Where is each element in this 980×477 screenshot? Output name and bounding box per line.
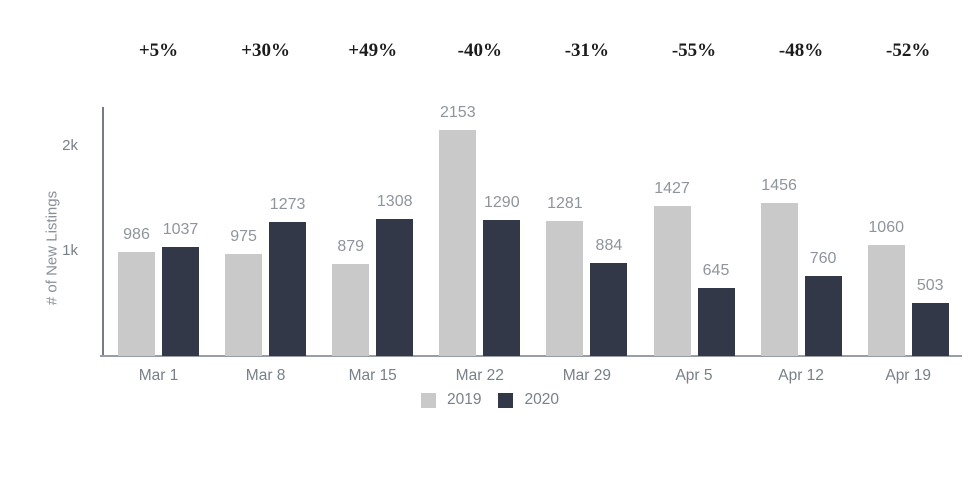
legend-swatch-2020 [498,392,514,408]
bar-value-label: 975 [230,228,257,245]
bar-value-label: 1281 [547,195,583,212]
bar-2020 [697,288,735,356]
y-axis-title: # of New Listings [43,190,61,306]
bar-value-label: 1060 [868,219,904,236]
bar-2020 [162,247,199,356]
bar-value-label: 1037 [162,221,199,238]
x-axis-label: Mar 15 [348,367,397,384]
percent-change-label: -31% [564,40,610,61]
bar-value-label: 2153 [440,104,476,121]
bar-value-label: 1308 [376,193,413,210]
bar-2020 [911,303,949,356]
bar-value-label: 1273 [269,196,306,213]
legend-label-2019: 2019 [447,391,482,408]
percent-change-label: -52% [886,40,931,61]
bar-value-label: 645 [702,262,730,279]
percent-change-label: -40% [457,40,502,61]
legend-label-2020: 2020 [524,391,559,408]
x-axis-label: Apr 19 [885,367,932,384]
x-axis-label: Mar 22 [455,367,504,384]
y-tick-label-2k: 2k [62,137,78,154]
percent-change-label: -48% [778,40,824,61]
bar-2019 [118,252,155,356]
bar-2019 [332,264,370,356]
y-axis-line [102,107,104,356]
bar-value-label: 986 [123,226,150,243]
bar-value-label: 1290 [484,194,520,211]
legend-item-2019: 2019 [421,391,482,408]
legend: 2019 2020 [421,392,559,408]
x-axis-label: Mar 8 [245,367,286,384]
bar-value-label: 760 [809,250,837,267]
bar-2020 [590,263,628,356]
percent-change-label: -55% [671,40,717,61]
y-tick-label-1k: 1k [62,242,78,259]
bar-2019 [439,130,477,356]
bar-2020 [376,219,414,356]
bar-2019 [867,245,905,356]
bar-value-label: 1456 [761,177,797,194]
bar-2019 [653,206,691,356]
percent-change-label: +5% [138,40,179,61]
x-axis-label: Apr 12 [778,367,824,384]
x-axis-line [100,355,962,357]
percent-change-label: +30% [241,40,291,61]
x-axis-label: Apr 5 [675,367,713,384]
bar-2020 [269,222,307,356]
percent-change-label: +49% [348,40,398,61]
legend-item-2020: 2020 [498,391,559,408]
bar-2020 [804,276,842,356]
bar-2019 [546,221,584,356]
bar-value-label: 879 [337,238,365,255]
bar-2020 [483,220,521,356]
bar-2019 [760,203,798,356]
bar-2019 [225,254,263,356]
bar-value-label: 503 [916,277,944,294]
legend-swatch-2019 [421,392,437,408]
bar-value-label: 1427 [654,180,690,197]
x-axis-label: Mar 1 [138,367,179,384]
bar-value-label: 884 [595,237,623,254]
x-axis-label: Mar 29 [562,367,612,384]
